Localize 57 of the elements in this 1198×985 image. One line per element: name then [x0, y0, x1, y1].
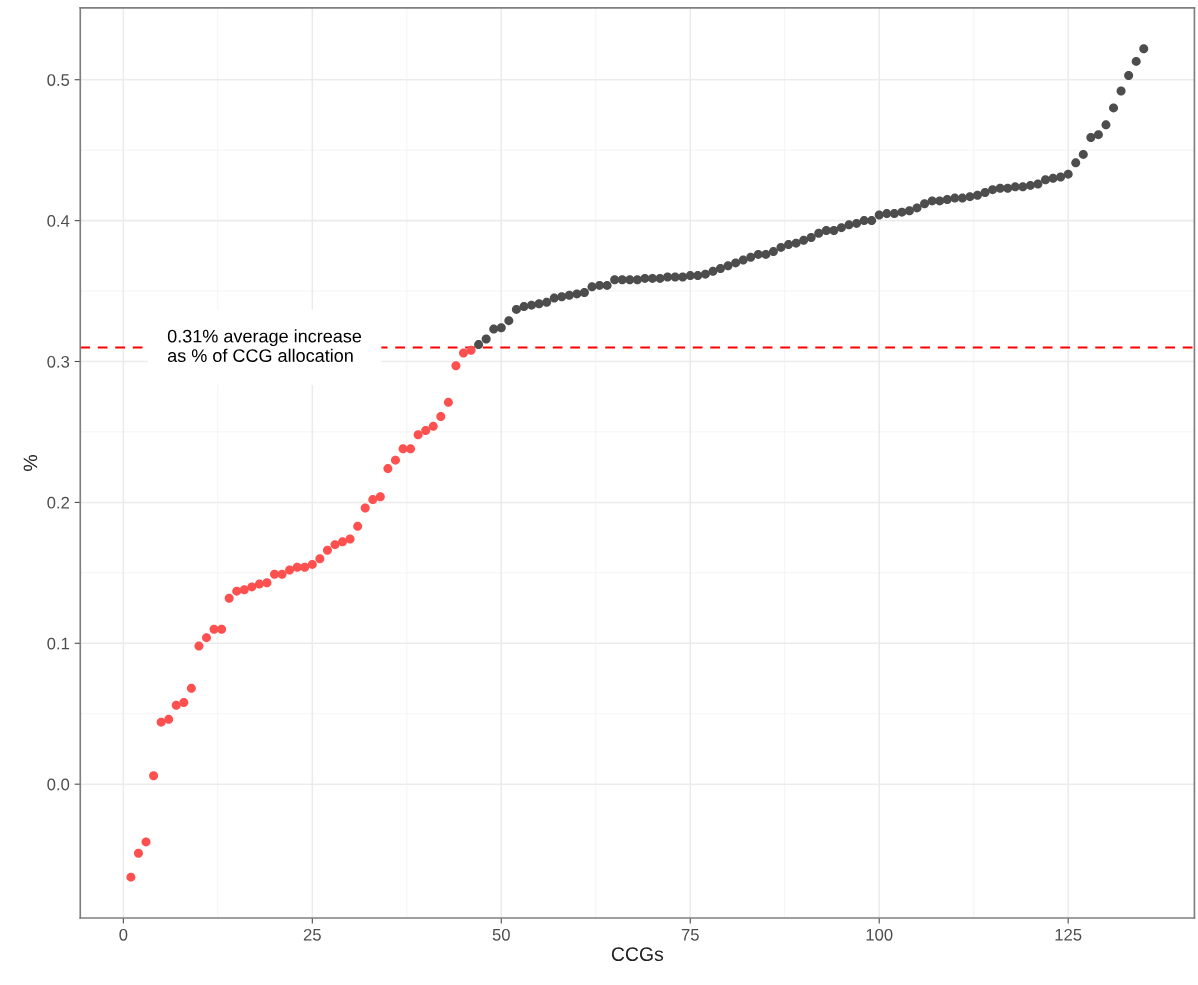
y-tick-label: 0.3 [47, 355, 70, 368]
point [217, 624, 227, 634]
point [277, 569, 287, 579]
point [421, 426, 431, 436]
point [224, 593, 234, 603]
point [247, 582, 257, 592]
point [353, 521, 363, 531]
point [171, 700, 181, 710]
point [300, 562, 310, 572]
point [164, 714, 174, 724]
point [436, 411, 446, 421]
y-tick-label: 0.1 [47, 637, 70, 650]
point [149, 771, 159, 781]
point [232, 586, 242, 596]
point [133, 848, 143, 858]
y-tick-label: 0.4 [47, 215, 70, 227]
x-tick-label: 75 [681, 929, 699, 941]
point [156, 717, 166, 727]
point [345, 534, 355, 544]
point [330, 540, 340, 550]
point [285, 565, 295, 575]
point [126, 872, 136, 882]
point [383, 464, 393, 474]
point [262, 578, 272, 588]
point [179, 697, 189, 707]
point [307, 559, 317, 569]
point [390, 455, 400, 465]
y-axis-title: % [23, 455, 38, 471]
point [270, 569, 280, 579]
point [368, 495, 378, 505]
point [315, 554, 325, 564]
point [466, 345, 476, 355]
x-tick-label: 50 [492, 928, 510, 941]
point [428, 421, 438, 431]
point [413, 430, 423, 440]
point [201, 633, 211, 643]
point [375, 492, 385, 502]
x-tick-label: 125 [1055, 928, 1082, 941]
point [451, 361, 461, 371]
x-tick-label: 0 [119, 928, 128, 941]
point [458, 348, 468, 358]
point [239, 585, 249, 595]
y-tick-label: 0.5 [47, 74, 70, 86]
y-tick-label: 0.2 [47, 496, 70, 509]
point [338, 537, 348, 547]
ref-line-label: 0.31% average increase as % of CCG allocation [167, 329, 362, 362]
point [360, 503, 370, 513]
point [406, 444, 416, 454]
point [322, 545, 332, 555]
x-tick-label: 100 [866, 928, 893, 941]
x-axis-title: CCGs [611, 947, 664, 962]
point [194, 641, 204, 651]
point [141, 837, 151, 847]
point [443, 397, 453, 407]
point [186, 683, 196, 693]
x-tick-label: 25 [303, 928, 321, 941]
y-tick-label: 0.0 [47, 778, 70, 791]
